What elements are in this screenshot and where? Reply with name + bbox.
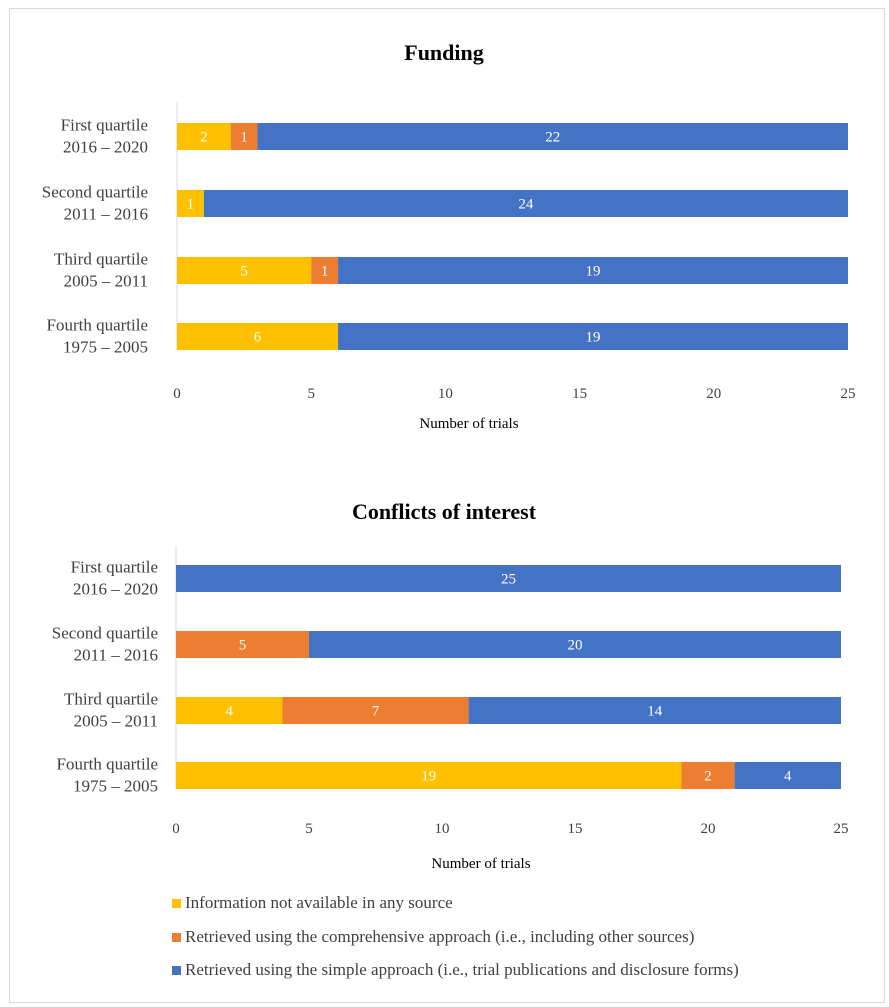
- bar-segment: [176, 762, 682, 789]
- data-label: 22: [545, 130, 560, 146]
- bar-segment: [282, 697, 469, 724]
- data-label: 19: [421, 769, 436, 785]
- category-label-line1: Fourth quartile: [56, 755, 158, 774]
- legend-swatch: [172, 899, 181, 908]
- bar-segment: [203, 190, 849, 217]
- x-axis-label-0: Number of trials: [419, 416, 518, 432]
- chart-title-1: Conflicts of interest: [352, 499, 537, 524]
- category-label-line2: 2016 – 2020: [63, 138, 148, 157]
- bar-segment: [230, 123, 258, 150]
- x-tick-label: 10: [438, 386, 453, 402]
- bar-segment: [176, 697, 283, 724]
- bar-segment: [177, 323, 339, 350]
- bar-segment: [177, 123, 231, 150]
- category-label-line1: Fourth quartile: [46, 316, 148, 335]
- bar-segment: [257, 123, 848, 150]
- x-tick-label: 0: [173, 386, 181, 402]
- x-tick-label: 0: [172, 821, 180, 837]
- data-label: 14: [647, 704, 663, 720]
- category-label-line1: First quartile: [71, 558, 158, 577]
- data-label: 7: [372, 704, 380, 720]
- x-tick-label: 15: [572, 386, 587, 402]
- bar-segment: [176, 565, 841, 592]
- x-tick-label: 25: [841, 386, 856, 402]
- category-label-line1: Second quartile: [42, 183, 148, 202]
- category-label-line2: 1975 – 2005: [73, 777, 158, 796]
- category-label-line2: 2011 – 2016: [64, 205, 148, 224]
- legend-swatch: [172, 933, 181, 942]
- x-tick-label: 5: [305, 821, 313, 837]
- category-label-line2: 1975 – 2005: [63, 338, 148, 357]
- data-label: 2: [704, 769, 712, 785]
- data-label: 19: [586, 264, 601, 280]
- x-tick-label: 15: [568, 821, 583, 837]
- x-axis-label-1: Number of trials: [431, 856, 530, 872]
- category-label-line1: Second quartile: [52, 624, 158, 643]
- bar-segment: [177, 190, 204, 217]
- x-tick-label: 10: [435, 821, 450, 837]
- bar-segment: [734, 762, 841, 789]
- data-label: 25: [501, 572, 516, 588]
- x-tick-label: 5: [307, 386, 315, 402]
- category-label-line2: 2016 – 2020: [73, 580, 158, 599]
- category-label-line1: Third quartile: [64, 690, 158, 709]
- bar-segment: [176, 631, 309, 658]
- chart-title-0: Funding: [404, 40, 484, 65]
- x-tick-label: 25: [834, 821, 849, 837]
- legend-label: Information not available in any source: [185, 893, 453, 912]
- data-label: 4: [784, 769, 792, 785]
- bar-segment: [177, 257, 312, 284]
- data-label: 1: [321, 264, 329, 280]
- data-label: 24: [518, 197, 534, 213]
- category-label-line1: First quartile: [61, 116, 148, 135]
- data-label: 5: [239, 638, 247, 654]
- category-label-line2: 2011 – 2016: [74, 646, 158, 665]
- data-label: 2: [200, 130, 208, 146]
- data-label: 19: [586, 330, 601, 346]
- data-label: 1: [187, 197, 195, 213]
- data-label: 4: [225, 704, 233, 720]
- legend-swatch: [172, 966, 181, 975]
- bar-segment: [338, 323, 848, 350]
- bar-segment: [681, 762, 735, 789]
- category-label-line2: 2005 – 2011: [64, 272, 148, 291]
- data-label: 5: [240, 264, 248, 280]
- legend-label: Retrieved using the simple approach (i.e…: [185, 960, 739, 979]
- x-tick-label: 20: [706, 386, 721, 402]
- data-label: 6: [254, 330, 262, 346]
- data-label: 20: [568, 638, 583, 654]
- x-tick-label: 20: [701, 821, 716, 837]
- chart-frame: [9, 8, 885, 1003]
- legend-label: Retrieved using the comprehensive approa…: [185, 927, 694, 946]
- category-label-line1: Third quartile: [54, 250, 148, 269]
- bar-segment: [309, 631, 841, 658]
- bar-segment: [468, 697, 841, 724]
- bar-segment: [338, 257, 848, 284]
- category-label-line2: 2005 – 2011: [74, 712, 158, 731]
- bar-segment: [311, 257, 339, 284]
- data-label: 1: [240, 130, 248, 146]
